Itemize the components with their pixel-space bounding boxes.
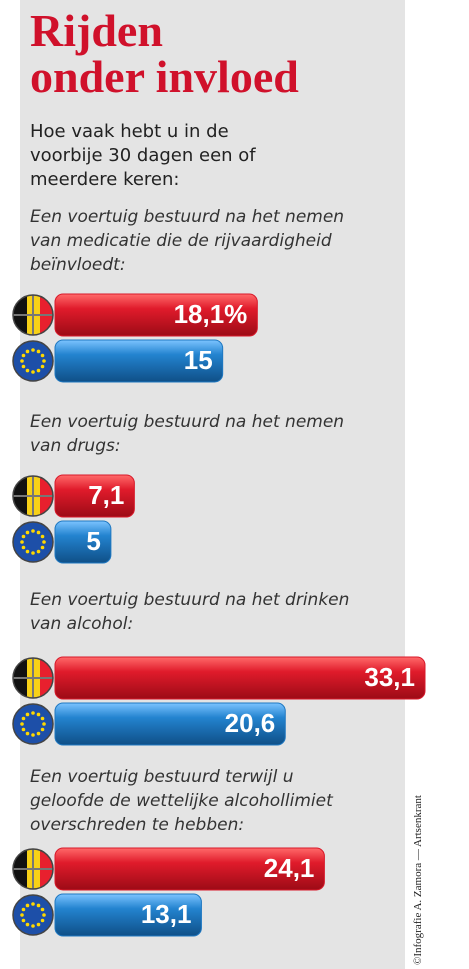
eu-star <box>20 540 24 544</box>
bar <box>54 339 224 383</box>
chart-title: Rijden onder invloed <box>30 8 299 100</box>
bar <box>54 656 426 700</box>
eu-star <box>36 922 41 927</box>
eu-star <box>31 348 35 352</box>
eu-star <box>25 903 30 908</box>
bar <box>54 847 325 891</box>
subtitle: Hoe vaak hebt u in de voorbije 30 dagen … <box>30 121 256 190</box>
flag-eu <box>12 894 54 936</box>
eu-star <box>31 711 35 715</box>
flag-rim <box>12 294 54 336</box>
eu-star <box>36 530 41 535</box>
eu-star <box>40 918 45 923</box>
eu-star <box>21 907 26 912</box>
eu-star <box>31 551 35 555</box>
eu-disc <box>13 704 53 744</box>
value-label: 15 <box>184 345 213 375</box>
eu-star <box>21 918 26 923</box>
flag-eu <box>12 521 54 563</box>
flag-rim <box>12 521 54 563</box>
title-line: onder invloed <box>30 51 299 102</box>
eu-star <box>40 727 45 732</box>
eu-star <box>42 722 46 726</box>
bar <box>54 474 135 518</box>
eu-disc <box>13 341 53 381</box>
flag-rim <box>12 848 54 890</box>
eu-star <box>25 922 30 927</box>
title-line: Rijden <box>30 5 163 56</box>
eu-star <box>31 370 35 374</box>
eu-star <box>21 545 26 550</box>
value-label: 20,6 <box>225 708 276 738</box>
eu-star <box>36 712 41 717</box>
eu-star <box>25 349 30 354</box>
eu-star <box>40 534 45 539</box>
flag-eu <box>12 703 54 745</box>
flag-rim <box>12 894 54 936</box>
value-label: 33,1 <box>364 662 415 692</box>
eu-star <box>36 349 41 354</box>
value-label: 24,1 <box>264 853 315 883</box>
bar <box>54 893 202 937</box>
eu-star <box>21 716 26 721</box>
flag-rim <box>12 340 54 382</box>
flag-be <box>12 475 54 517</box>
eu-star <box>40 716 45 721</box>
bar <box>54 520 112 564</box>
eu-star <box>21 364 26 369</box>
eu-star <box>36 368 41 373</box>
flag-be <box>12 294 54 336</box>
flag-be <box>12 848 54 890</box>
eu-star <box>40 364 45 369</box>
eu-star <box>40 545 45 550</box>
eu-star <box>25 530 30 535</box>
eu-star <box>21 534 26 539</box>
eu-star <box>42 359 46 363</box>
eu-disc <box>13 895 53 935</box>
credit: ©Infografie A. Zamora — Artsenkrant <box>412 795 424 965</box>
eu-star <box>36 903 41 908</box>
eu-star <box>21 353 26 358</box>
flag-rim <box>12 475 54 517</box>
value-label: 7,1 <box>88 480 124 510</box>
category-label: Een voertuig bestuurd na het nemen van d… <box>30 412 345 456</box>
value-label: 5 <box>86 526 100 556</box>
flag-rim <box>12 703 54 745</box>
flag-rim <box>12 657 54 699</box>
eu-star <box>36 731 41 736</box>
value-label: 18,1% <box>174 299 248 329</box>
eu-star <box>20 913 24 917</box>
category-label: Een voertuig bestuurd terwijl u geloofde… <box>30 767 333 835</box>
eu-star <box>31 529 35 533</box>
eu-star <box>31 733 35 737</box>
eu-star <box>31 902 35 906</box>
eu-star <box>25 731 30 736</box>
eu-star <box>25 549 30 554</box>
eu-disc <box>13 522 53 562</box>
eu-star <box>20 359 24 363</box>
flag-be <box>12 657 54 699</box>
eu-star <box>36 549 41 554</box>
eu-star <box>40 353 45 358</box>
value-label: 13,1 <box>141 899 192 929</box>
eu-star <box>20 722 24 726</box>
category-label: Een voertuig bestuurd na het drinken van… <box>30 590 350 634</box>
eu-star <box>25 368 30 373</box>
eu-star <box>21 727 26 732</box>
eu-star <box>40 907 45 912</box>
eu-star <box>25 712 30 717</box>
flag-eu <box>12 340 54 382</box>
eu-star <box>42 540 46 544</box>
bar <box>54 702 286 746</box>
eu-star <box>42 913 46 917</box>
bar <box>54 293 258 337</box>
category-label: Een voertuig bestuurd na het nemen van m… <box>30 207 345 275</box>
eu-star <box>31 924 35 928</box>
